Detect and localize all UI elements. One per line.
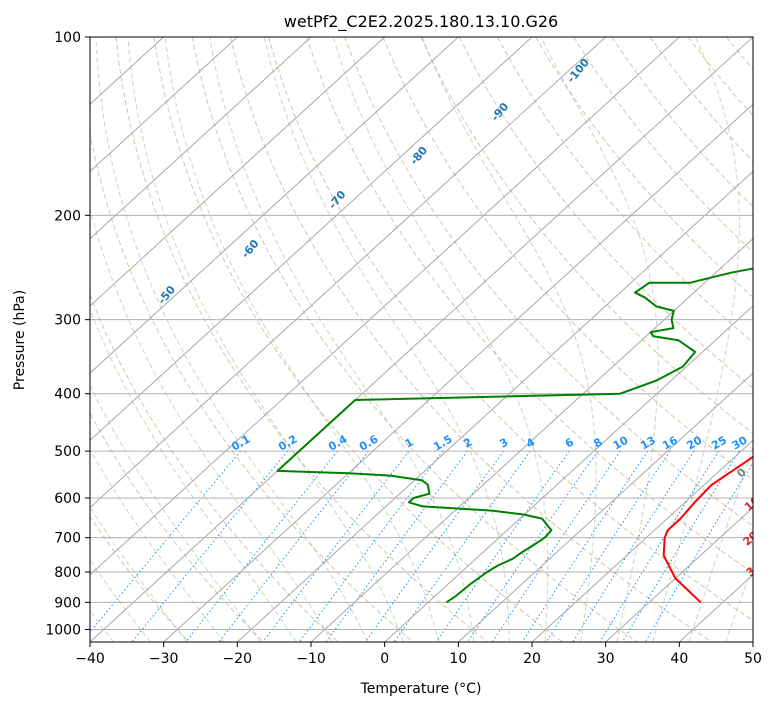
isotherm-line	[90, 37, 459, 374]
x-tick-label: 50	[744, 651, 762, 667]
dry-adiabat-line	[382, 37, 753, 481]
isotherm-line	[457, 372, 753, 642]
mixing-ratio-line	[467, 450, 599, 642]
y-tick-label: 300	[54, 313, 81, 329]
isotherm-line	[90, 37, 238, 173]
isotherm-line	[90, 37, 607, 509]
moist-adiabat-line	[652, 37, 740, 642]
moist-adiabat-label: 30	[744, 559, 764, 579]
mixing-ratio-line	[599, 450, 720, 642]
chart-title: wetPf2_C2E2.2025.180.13.10.G26	[284, 12, 558, 32]
isotherm-line	[310, 237, 753, 642]
mixing-ratio-line	[298, 450, 444, 642]
moist-adiabat-line	[90, 206, 333, 642]
mixing-ratio-line	[90, 450, 242, 633]
y-tick-label: 700	[54, 531, 81, 547]
y-tick-label: 600	[54, 491, 81, 507]
x-tick-label: 30	[597, 651, 615, 667]
plot-area: 0.10.20.40.611.52346810131620253036-100-…	[90, 37, 770, 642]
y-tick-label: 500	[54, 444, 81, 460]
y-tick-label: 1000	[45, 622, 81, 638]
moist-adiabat-line	[540, 37, 659, 642]
profile-series	[276, 267, 753, 604]
mixing-ratio-line	[621, 450, 740, 642]
isotherm-line	[605, 506, 753, 642]
y-tick-label: 400	[54, 387, 81, 403]
isotherm-line	[90, 37, 386, 307]
dry-adiabat-line	[153, 37, 563, 642]
moist-adiabat-line	[209, 37, 475, 642]
moist-adiabat-line	[90, 559, 151, 642]
isobar-gridlines	[90, 37, 753, 630]
moist-adiabat-line	[90, 448, 225, 642]
y-axis-ticks: 100 200 300 400 500 600 700 800 900 1000	[45, 30, 90, 638]
moist-adiabat-line	[421, 37, 597, 642]
moist-adiabat-line	[164, 37, 439, 642]
temperature-line	[662, 455, 753, 604]
moist-adiabat-line	[90, 384, 261, 642]
y-tick-label: 800	[54, 565, 81, 581]
dry-adiabat-line	[115, 37, 488, 642]
x-tick-label: −40	[75, 651, 105, 667]
dry-adiabat-line	[90, 131, 414, 642]
mixing-ratio-line	[185, 450, 338, 642]
y-tick-label: 900	[54, 595, 81, 611]
y-tick-label: 200	[54, 208, 81, 224]
isotherm-line	[236, 170, 753, 642]
dry-adiabat-line	[191, 37, 638, 642]
isotherm-line	[90, 37, 533, 442]
x-tick-label: 20	[523, 651, 541, 667]
y-axis-label: Pressure (hPa)	[12, 290, 28, 390]
isotherm-line	[384, 305, 753, 642]
mixing-ratio-line	[325, 450, 468, 642]
x-axis-label: Temperature (°C)	[360, 681, 482, 697]
x-tick-label: 40	[670, 651, 688, 667]
x-tick-label: −20	[223, 651, 253, 667]
moist-adiabat-line	[90, 307, 297, 642]
isotherm-line	[90, 37, 312, 240]
dry-adiabat-line	[535, 37, 753, 298]
y-tick-label: 100	[54, 30, 81, 46]
mixing-ratio-line	[521, 450, 649, 642]
dry-adiabat-line	[90, 515, 190, 642]
moist-adiabat-line	[332, 37, 549, 642]
moist-adiabats	[90, 37, 753, 642]
x-tick-label: −10	[296, 651, 326, 667]
moist-adiabat-line	[688, 445, 753, 642]
isotherm-line	[531, 439, 753, 642]
isotherm-line	[90, 37, 753, 642]
dewpoint-line	[276, 267, 753, 604]
x-axis-ticks: −40 −30 −20 −10 0 10 20 30 40 50	[75, 642, 762, 667]
dry-adiabat-line	[268, 37, 753, 622]
moist-adiabat-label: 10	[742, 494, 762, 514]
dry-adiabat-line	[90, 412, 264, 642]
mixing-ratio-line	[435, 450, 570, 642]
moist-adiabat-line	[263, 37, 510, 642]
skewed-isotherms	[90, 37, 753, 642]
plot-frame	[89, 36, 754, 643]
mixing-ratio-line	[393, 450, 531, 642]
dry-adiabat-line	[90, 293, 339, 642]
x-tick-label: −30	[149, 651, 179, 667]
mixing-ratio-line	[218, 450, 369, 642]
dry-adiabats	[90, 37, 753, 642]
dry-adiabat-line	[229, 37, 712, 642]
mixing-ratio-label: 36	[750, 433, 770, 452]
x-tick-label: 0	[380, 651, 389, 667]
moist-adiabat-line	[725, 564, 753, 642]
isotherm-line	[163, 103, 753, 642]
x-tick-label: 10	[449, 651, 467, 667]
isotherm-line	[90, 37, 680, 576]
